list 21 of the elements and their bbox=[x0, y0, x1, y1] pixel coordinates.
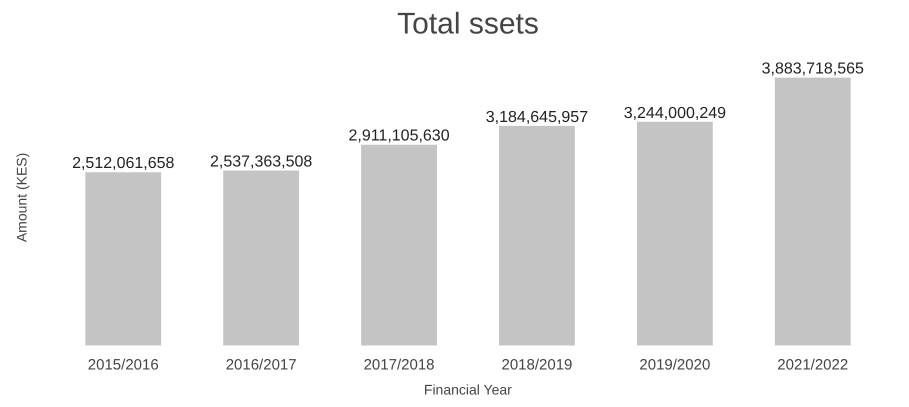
x-tick-label: 2016/2017 bbox=[226, 356, 297, 374]
chart-title: Total ssets bbox=[397, 8, 539, 40]
x-tick-label: 2019/2020 bbox=[639, 356, 710, 374]
bar bbox=[361, 144, 437, 346]
bar bbox=[223, 170, 300, 346]
data-label: 2,911,105,630 bbox=[348, 128, 450, 145]
x-tick-label: 2021/2022 bbox=[777, 356, 848, 374]
bar bbox=[774, 78, 851, 346]
bar bbox=[636, 122, 713, 346]
x-tick-label: 2017/2018 bbox=[364, 356, 434, 374]
bar bbox=[85, 172, 162, 346]
x-tick-label: 2018/2019 bbox=[502, 356, 572, 374]
y-axis-title: Amount (KES) bbox=[14, 152, 30, 242]
bar bbox=[499, 126, 575, 346]
x-tick-label: 2015/2016 bbox=[88, 356, 159, 374]
data-label: 3,244,000,249 bbox=[624, 104, 726, 122]
data-label: 2,512,061,658 bbox=[72, 155, 175, 172]
data-label: 3,883,718,565 bbox=[762, 60, 864, 78]
data-label: 3,184,645,957 bbox=[486, 108, 588, 126]
data-label: 2,537,363,508 bbox=[210, 154, 312, 170]
x-axis-title: Financial Year bbox=[424, 382, 512, 398]
